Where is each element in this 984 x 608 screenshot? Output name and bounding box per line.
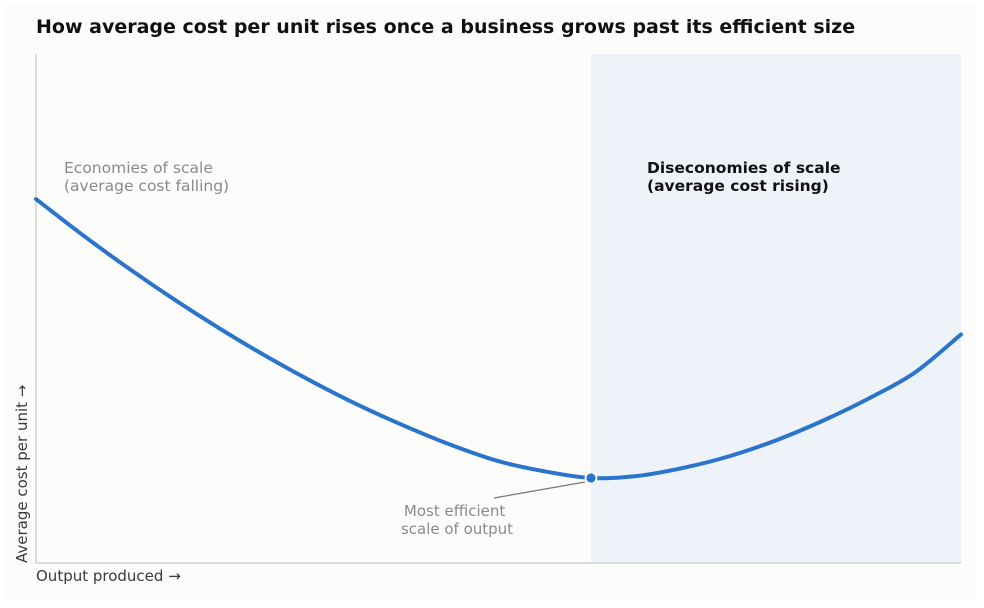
shade-layer bbox=[591, 54, 961, 563]
minimum-point-leader-line bbox=[493, 481, 586, 499]
diseconomies-label: Diseconomies of scale (average cost risi… bbox=[647, 159, 846, 195]
diseconomies-label-line-2: (average cost rising) bbox=[647, 177, 829, 195]
average-cost-curve bbox=[34, 197, 963, 481]
minimum-point-label-line-1: Most efficient bbox=[404, 502, 505, 520]
curve-layer bbox=[34, 197, 963, 481]
x-axis-label: Output produced → bbox=[36, 567, 181, 585]
chart-title: How average cost per unit rises once a b… bbox=[36, 16, 855, 38]
annot-layer bbox=[493, 471, 598, 499]
y-axis-label: Average cost per unit → bbox=[13, 385, 31, 563]
diseconomies-label-line-1: Diseconomies of scale bbox=[647, 159, 841, 177]
diseconomies-shaded-region bbox=[591, 54, 961, 563]
minimum-point-label: Most efficient scale of output bbox=[401, 502, 513, 538]
economies-label-line-1: Economies of scale bbox=[64, 159, 213, 177]
economies-label-line-2: (average cost falling) bbox=[64, 177, 229, 195]
minimum-point-marker bbox=[584, 471, 598, 485]
minimum-point-label-line-2: scale of output bbox=[401, 520, 513, 538]
economies-label: Economies of scale (average cost falling… bbox=[64, 159, 229, 195]
